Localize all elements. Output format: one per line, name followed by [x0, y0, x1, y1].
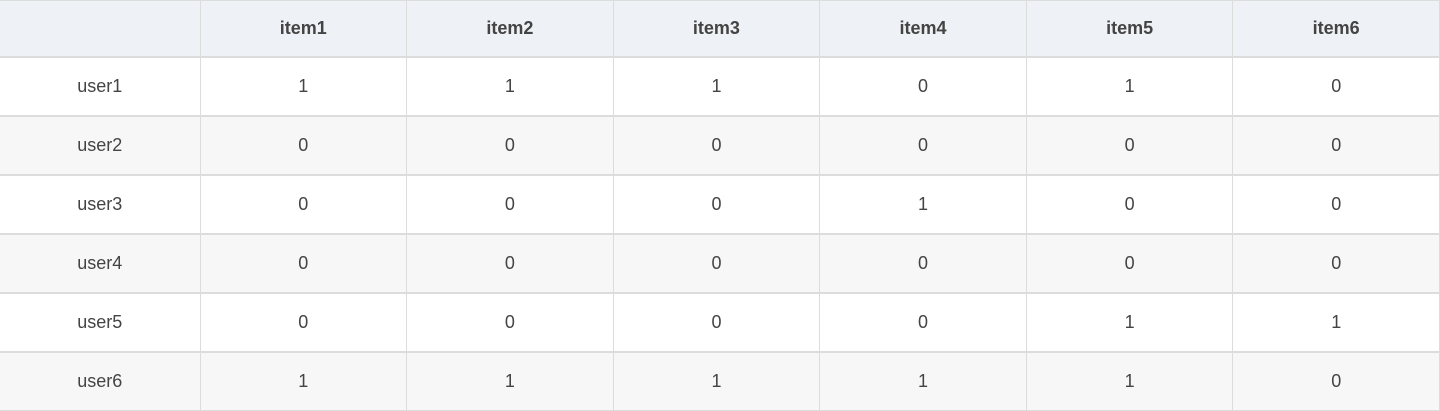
table-cell: 0: [406, 115, 614, 176]
table-cell: 0: [1025, 115, 1234, 176]
table-cell: 0: [1232, 174, 1440, 235]
table-cell: 0: [1232, 233, 1440, 294]
table-row: user3 0 0 0 1 0 0: [0, 174, 1440, 235]
table-row: user2 0 0 0 0 0 0: [0, 115, 1440, 176]
table-cell: 0: [1025, 233, 1234, 294]
table-cell: 0: [612, 292, 821, 353]
header-row: item1 item2 item3 item4 item5 item6: [0, 0, 1440, 58]
table-row: user4 0 0 0 0 0 0: [0, 233, 1440, 294]
table-cell: 0: [199, 292, 408, 353]
table-cell: 1: [612, 56, 821, 117]
table-cell: 1: [1025, 351, 1234, 411]
row-label: user5: [0, 292, 201, 353]
table-cell: 0: [612, 233, 821, 294]
row-label: user4: [0, 233, 201, 294]
column-header: item3: [612, 0, 821, 58]
table-cell: 0: [406, 292, 614, 353]
table-row: user1 1 1 1 0 1 0: [0, 56, 1440, 117]
column-header: item6: [1232, 0, 1440, 58]
row-label: user2: [0, 115, 201, 176]
row-label: user6: [0, 351, 201, 411]
column-header-corner: [0, 0, 201, 58]
table-cell: 1: [1025, 292, 1234, 353]
table-cell: 0: [406, 233, 614, 294]
table-cell: 1: [1025, 56, 1234, 117]
table-cell: 0: [612, 174, 821, 235]
column-header: item5: [1025, 0, 1234, 58]
table-cell: 0: [199, 233, 408, 294]
table-cell: 1: [819, 351, 1027, 411]
table-cell: 1: [406, 351, 614, 411]
row-label: user1: [0, 56, 201, 117]
table-row: user6 1 1 1 1 1 0: [0, 351, 1440, 411]
table-cell: 0: [406, 174, 614, 235]
table-cell: 1: [199, 56, 408, 117]
table-row: user5 0 0 0 0 1 1: [0, 292, 1440, 353]
row-label: user3: [0, 174, 201, 235]
table-cell: 0: [199, 174, 408, 235]
table-cell: 0: [819, 56, 1027, 117]
table-cell: 1: [1232, 292, 1440, 353]
table-cell: 1: [819, 174, 1027, 235]
column-header: item1: [199, 0, 408, 58]
table-cell: 0: [1232, 115, 1440, 176]
table-cell: 0: [1232, 351, 1440, 411]
table-cell: 1: [612, 351, 821, 411]
table-cell: 1: [406, 56, 614, 117]
table-cell: 0: [819, 233, 1027, 294]
table-cell: 0: [612, 115, 821, 176]
table-cell: 0: [1232, 56, 1440, 117]
table-cell: 0: [819, 292, 1027, 353]
table-cell: 0: [819, 115, 1027, 176]
table-cell: 0: [199, 115, 408, 176]
table-cell: 0: [1025, 174, 1234, 235]
column-header: item4: [819, 0, 1027, 58]
column-header: item2: [406, 0, 614, 58]
